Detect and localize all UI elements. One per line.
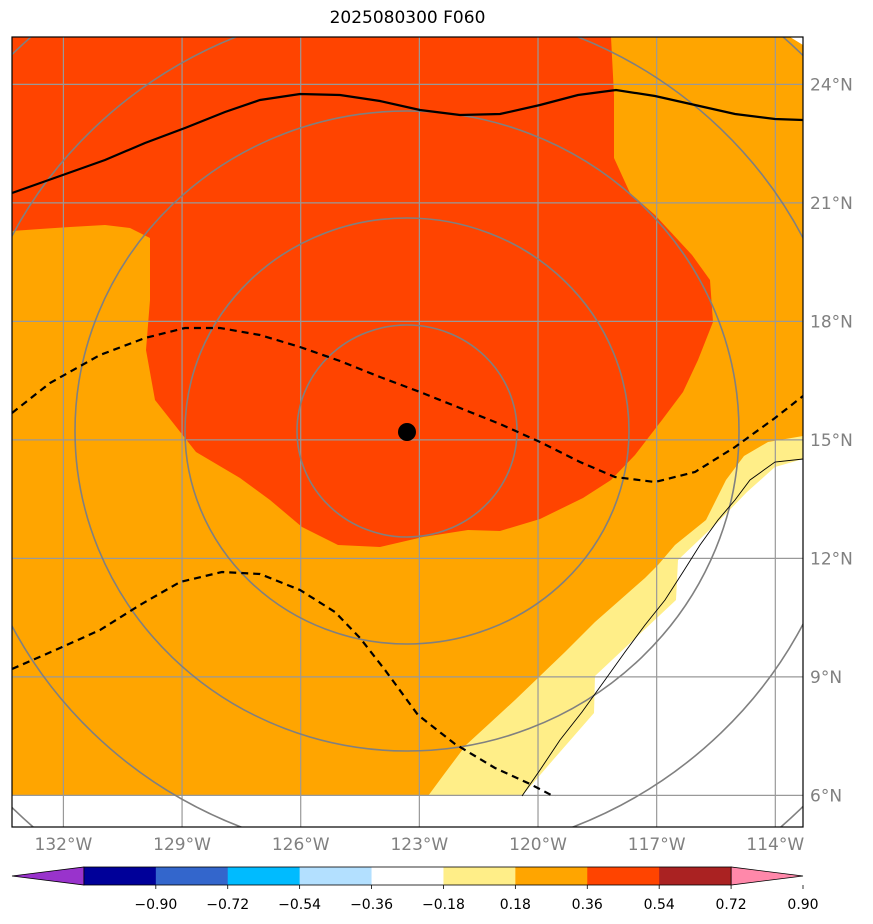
contour-solid	[12, 88, 803, 195]
colorbar: −0.90 −0.72 −0.54 −0.36 −0.18 0.18 0.36 0.54 0.7…	[11, 866, 819, 913]
range-ring-2	[184, 217, 630, 645]
latitude-labels: 24°N 21°N 18°N 15°N 12°N 9°N 6°N	[810, 75, 853, 806]
latitude-tick-label: 6°N	[810, 786, 842, 806]
colorbar-segment	[443, 867, 516, 885]
lat-lon-grid	[12, 37, 803, 827]
map-frame	[11, 36, 804, 828]
colorbar-segment	[659, 867, 732, 885]
colorbar-tick-label: 0.18	[500, 897, 531, 913]
colorbar-tick-label: 0.54	[644, 897, 675, 913]
longitude-labels: 132°W 129°W 126°W 123°W 120°W 117°W 114°W	[35, 835, 805, 855]
range-ring-3	[74, 110, 740, 752]
longitude-tick-label: 120°W	[509, 835, 567, 855]
colorbar-segment	[587, 867, 660, 885]
coastline	[521, 458, 803, 797]
storm-center-marker	[398, 423, 416, 441]
colorbar-tick-label: −0.72	[206, 897, 249, 913]
latitude-tick-label: 24°N	[810, 75, 853, 95]
colorbar-segment	[371, 867, 444, 885]
latitude-tick-label: 12°N	[810, 549, 853, 569]
colorbar-segment	[155, 867, 229, 885]
colorbar-tick-label: 0.36	[572, 897, 603, 913]
longitude-tick-label: 132°W	[35, 835, 93, 855]
latitude-tick-label: 21°N	[810, 194, 853, 214]
field-white-corner	[790, 37, 803, 45]
longitude-tick-label: 123°W	[390, 835, 448, 855]
colorbar-tick-label: −0.90	[134, 897, 177, 913]
contour-dashed-south	[12, 570, 556, 798]
colorbar-segment	[83, 867, 157, 885]
colorbar-tick-label: −0.36	[350, 897, 393, 913]
longitude-tick-label: 126°W	[272, 835, 330, 855]
colorbar-frame	[83, 866, 732, 886]
longitude-tick-label: 117°W	[628, 835, 686, 855]
latitude-tick-label: 15°N	[810, 431, 853, 451]
colorbar-segment	[227, 867, 301, 885]
longitude-tick-label: 129°W	[153, 835, 211, 855]
longitude-tick-label: 114°W	[746, 835, 804, 855]
colorbar-extend-high	[730, 866, 804, 886]
colorbar-segment	[515, 867, 588, 885]
colorbar-tick-label: −0.54	[278, 897, 321, 913]
contour-dashed-north	[12, 326, 803, 484]
colorbar-tick-label: −0.18	[422, 897, 465, 913]
latitude-tick-label: 18°N	[810, 312, 853, 332]
colorbar-tick-label: 0.90	[787, 897, 818, 913]
colorbar-extend-low	[11, 866, 85, 886]
colorbar-tick-label: 0.72	[716, 897, 747, 913]
latitude-tick-label: 9°N	[810, 668, 842, 688]
map-title: 2025080300 F060	[329, 8, 486, 28]
colorbar-segment	[299, 867, 373, 885]
